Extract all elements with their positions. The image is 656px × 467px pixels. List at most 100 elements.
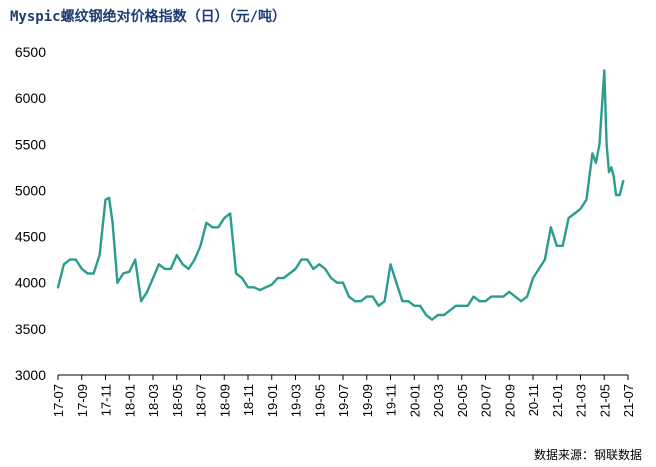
data-point [80, 267, 83, 270]
data-point [199, 244, 202, 247]
data-point [151, 277, 155, 280]
x-tick-label: 19-01 [265, 384, 280, 417]
data-point [98, 253, 101, 257]
data-point [567, 217, 570, 220]
data-point [484, 300, 487, 303]
data-point [419, 304, 422, 307]
data-point [68, 258, 71, 261]
data-point [300, 258, 303, 261]
data-point [466, 304, 469, 307]
series-line [56, 69, 625, 321]
y-tick-label: 3500 [15, 321, 46, 337]
data-point [401, 300, 404, 303]
data-point [508, 290, 511, 293]
x-tick-label: 18-03 [146, 384, 161, 417]
data-point [276, 277, 279, 280]
data-point [217, 226, 220, 229]
data-point [395, 281, 398, 284]
data-point [241, 277, 244, 280]
data-point [205, 221, 208, 224]
x-tick-label: 20-03 [431, 384, 446, 417]
x-tick-label: 20-11 [526, 384, 541, 416]
x-tick-label: 18-11 [241, 384, 256, 416]
data-point [520, 300, 523, 303]
data-point [353, 300, 356, 303]
data-point [610, 166, 613, 169]
x-tick-label: 19-07 [336, 384, 351, 417]
data-point [607, 170, 611, 174]
data-point [585, 198, 588, 201]
data-point [306, 258, 309, 261]
data-point [537, 267, 541, 270]
y-tick-label: 6500 [15, 44, 46, 60]
x-tick-label: 19-03 [289, 384, 304, 417]
data-point [187, 267, 190, 270]
data-point [146, 290, 149, 293]
data-point [454, 304, 457, 307]
data-point [514, 295, 517, 298]
data-point [383, 300, 386, 303]
data-point [193, 258, 196, 261]
x-tick-label: 21-07 [621, 384, 636, 417]
data-point [246, 286, 250, 289]
data-point [425, 313, 428, 317]
data-point [157, 263, 160, 266]
data-point [181, 263, 184, 266]
data-point [341, 281, 345, 284]
data-point [496, 295, 499, 298]
data-point [622, 180, 625, 183]
data-point [264, 286, 267, 289]
data-point [288, 272, 291, 275]
data-point [62, 263, 65, 266]
x-tick-label: 20-05 [455, 384, 470, 417]
data-point [377, 304, 380, 307]
data-point [324, 267, 327, 270]
data-point [111, 221, 114, 224]
x-tick-label: 18-01 [122, 384, 137, 417]
y-tick-label: 4000 [15, 275, 46, 291]
data-point [140, 300, 143, 303]
y-tick-label: 5500 [15, 136, 46, 152]
data-point [407, 300, 410, 303]
data-point [175, 253, 178, 257]
x-tick-label: 19-09 [360, 384, 375, 417]
data-point [104, 198, 107, 201]
data-point [605, 143, 608, 146]
x-tick-label: 19-11 [384, 384, 399, 416]
data-point [549, 226, 552, 229]
data-point [598, 143, 601, 146]
x-tick-label: 20-09 [502, 384, 517, 417]
x-tick-label: 17-07 [51, 384, 66, 417]
x-tick-label: 18-05 [170, 384, 185, 417]
data-point [223, 217, 226, 220]
data-point [478, 300, 481, 303]
data-point [618, 193, 621, 197]
data-point [229, 212, 232, 215]
data-point [282, 277, 285, 280]
data-point [460, 304, 463, 307]
data-point [579, 207, 582, 210]
data-point [294, 267, 297, 270]
data-point [336, 281, 339, 284]
data-point [359, 300, 362, 303]
data-point [330, 277, 333, 280]
data-point [235, 272, 238, 275]
data-point [561, 244, 564, 247]
data-point [371, 295, 374, 298]
y-tick-label: 3000 [15, 367, 46, 383]
y-axis-labels: 3000 3500 4000 4500 5000 5500 6000 6500 [15, 44, 46, 383]
data-point [252, 286, 255, 289]
data-point [74, 258, 77, 261]
x-tick-label: 20-01 [407, 384, 422, 417]
x-tick-label: 20-07 [479, 384, 494, 417]
data-point [543, 258, 547, 261]
data-point [108, 196, 111, 199]
data-point [211, 226, 214, 229]
plot-area [56, 69, 625, 321]
x-tick-label: 19-05 [312, 384, 327, 417]
data-point [573, 212, 576, 215]
data-point [318, 263, 321, 266]
x-tick-label: 21-03 [574, 384, 589, 417]
data-point [56, 286, 60, 289]
chart-source: 数据来源：钢联数据 [533, 448, 642, 462]
